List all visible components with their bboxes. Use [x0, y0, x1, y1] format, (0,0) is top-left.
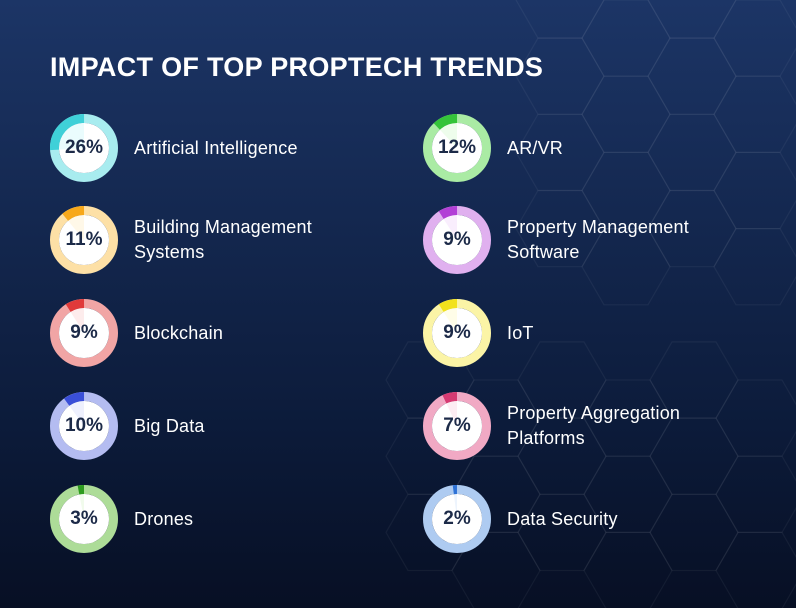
donut-value-arc: [423, 206, 491, 274]
trend-item-property-aggregation-platforms: 7% Property Aggregation Platforms: [423, 392, 763, 464]
donut-chart: 2%: [423, 485, 491, 553]
trend-label: Drones: [134, 508, 194, 529]
trend-item-blockchain: 9% Blockchain: [50, 299, 390, 371]
background-hexagon: [649, 417, 739, 495]
donut-track: [423, 392, 491, 460]
background-hexagon: [647, 113, 737, 192]
percentage-label: 3%: [70, 508, 98, 529]
background-hexagon: [515, 189, 605, 268]
donut-value-arc: [50, 299, 118, 367]
background-hexagon: [583, 455, 673, 534]
percentage-label: 9%: [70, 322, 98, 343]
percentage-label: 10%: [64, 415, 104, 436]
trend-label: Property Management Software: [507, 217, 689, 262]
percentage-label: 9%: [443, 229, 471, 250]
trend-label: IoT: [507, 322, 534, 343]
background-hexagon: [647, 189, 737, 268]
trend-label: Building Management Systems: [134, 217, 312, 262]
percentage-label: 26%: [64, 137, 104, 158]
background-hexagon: [581, 75, 671, 153]
donut-chart: 9%: [50, 299, 118, 367]
percentage-label: 2%: [443, 508, 471, 529]
trend-item-big-data: 10% Big Data: [50, 392, 390, 464]
donut-chart: 12%: [423, 114, 491, 182]
background-hexagon: [581, 228, 671, 306]
donut-track: [423, 485, 491, 553]
donut-wedge: [70, 308, 84, 333]
percentage-label: 11%: [65, 229, 103, 250]
background-hexagon: [647, 0, 737, 39]
background-hexagon: [515, 37, 605, 115]
donut-wedge: [59, 123, 84, 150]
donut-value-arc: [50, 485, 118, 553]
background-hexagon: [649, 493, 739, 572]
background-hexagon: [581, 151, 671, 230]
trend-item-drones: 3% Drones: [50, 485, 390, 557]
trend-item-property-management-software: 9% Property Management Software: [423, 206, 763, 278]
background-hexagon: [649, 341, 739, 419]
donut-chart: 3%: [50, 485, 118, 553]
donut-wedge: [439, 123, 457, 148]
donut-chart: 9%: [423, 299, 491, 367]
trend-label: AR/VR: [507, 137, 564, 158]
percentage-label: 7%: [443, 415, 471, 436]
donut-wedge: [69, 401, 84, 426]
trend-label: Blockchain: [134, 322, 224, 343]
donut-value-arc: [423, 299, 491, 367]
donut-chart: 26%: [50, 114, 118, 182]
background-hexagon: [515, 0, 605, 39]
background-hexagon: [517, 493, 607, 572]
trend-item-ar-vr: 12% AR/VR: [423, 114, 763, 186]
donut-wedge: [68, 215, 84, 240]
background-hexagon: [583, 531, 673, 608]
percentage-label: 9%: [443, 322, 471, 343]
donut-value-arc: [423, 485, 491, 553]
background-hexagon: [715, 455, 796, 534]
trend-item-artificial-intelligence: 26% Artificial Intelligence: [50, 114, 390, 186]
donut-wedge: [79, 494, 84, 519]
background-hexagon: [713, 151, 796, 230]
donut-wedge: [443, 215, 457, 240]
donut-wedge: [446, 401, 457, 426]
background-hexagon: [583, 379, 673, 457]
donut-chart: 10%: [50, 392, 118, 460]
trend-label: Property Aggregation Platforms: [507, 403, 681, 448]
background-hexagon: [713, 75, 796, 153]
trend-label: Big Data: [134, 415, 205, 436]
background-hexagon: [517, 417, 607, 495]
background-hexagon: [581, 0, 671, 77]
trend-label: Artificial Intelligence: [134, 137, 298, 158]
donut-wedge: [443, 308, 457, 333]
percentage-label: 12%: [437, 137, 477, 158]
chart-title: IMPACT OF TOP PROPTECH TRENDS: [50, 52, 544, 82]
background-hexagon: [451, 531, 541, 608]
donut-chart: 9%: [423, 206, 491, 274]
background-hexagon: [713, 228, 796, 306]
background-hexagon: [713, 0, 796, 77]
donut-chart: 11%: [50, 206, 118, 274]
background-hexagon: [515, 113, 605, 192]
background-hexagon: [647, 37, 737, 115]
donut-value-arc: [423, 392, 491, 460]
background-hexagon: [517, 341, 607, 419]
trend-item-data-security: 2% Data Security: [423, 485, 763, 557]
trend-item-building-management-systems: 11% Building Management Systems: [50, 206, 390, 278]
donut-wedge: [453, 494, 457, 519]
background-hexagon: [715, 531, 796, 608]
donut-chart: 7%: [423, 392, 491, 460]
trend-label: Data Security: [507, 508, 618, 529]
background-hexagon: [715, 379, 796, 457]
trend-item-iot: 9% IoT: [423, 299, 763, 371]
